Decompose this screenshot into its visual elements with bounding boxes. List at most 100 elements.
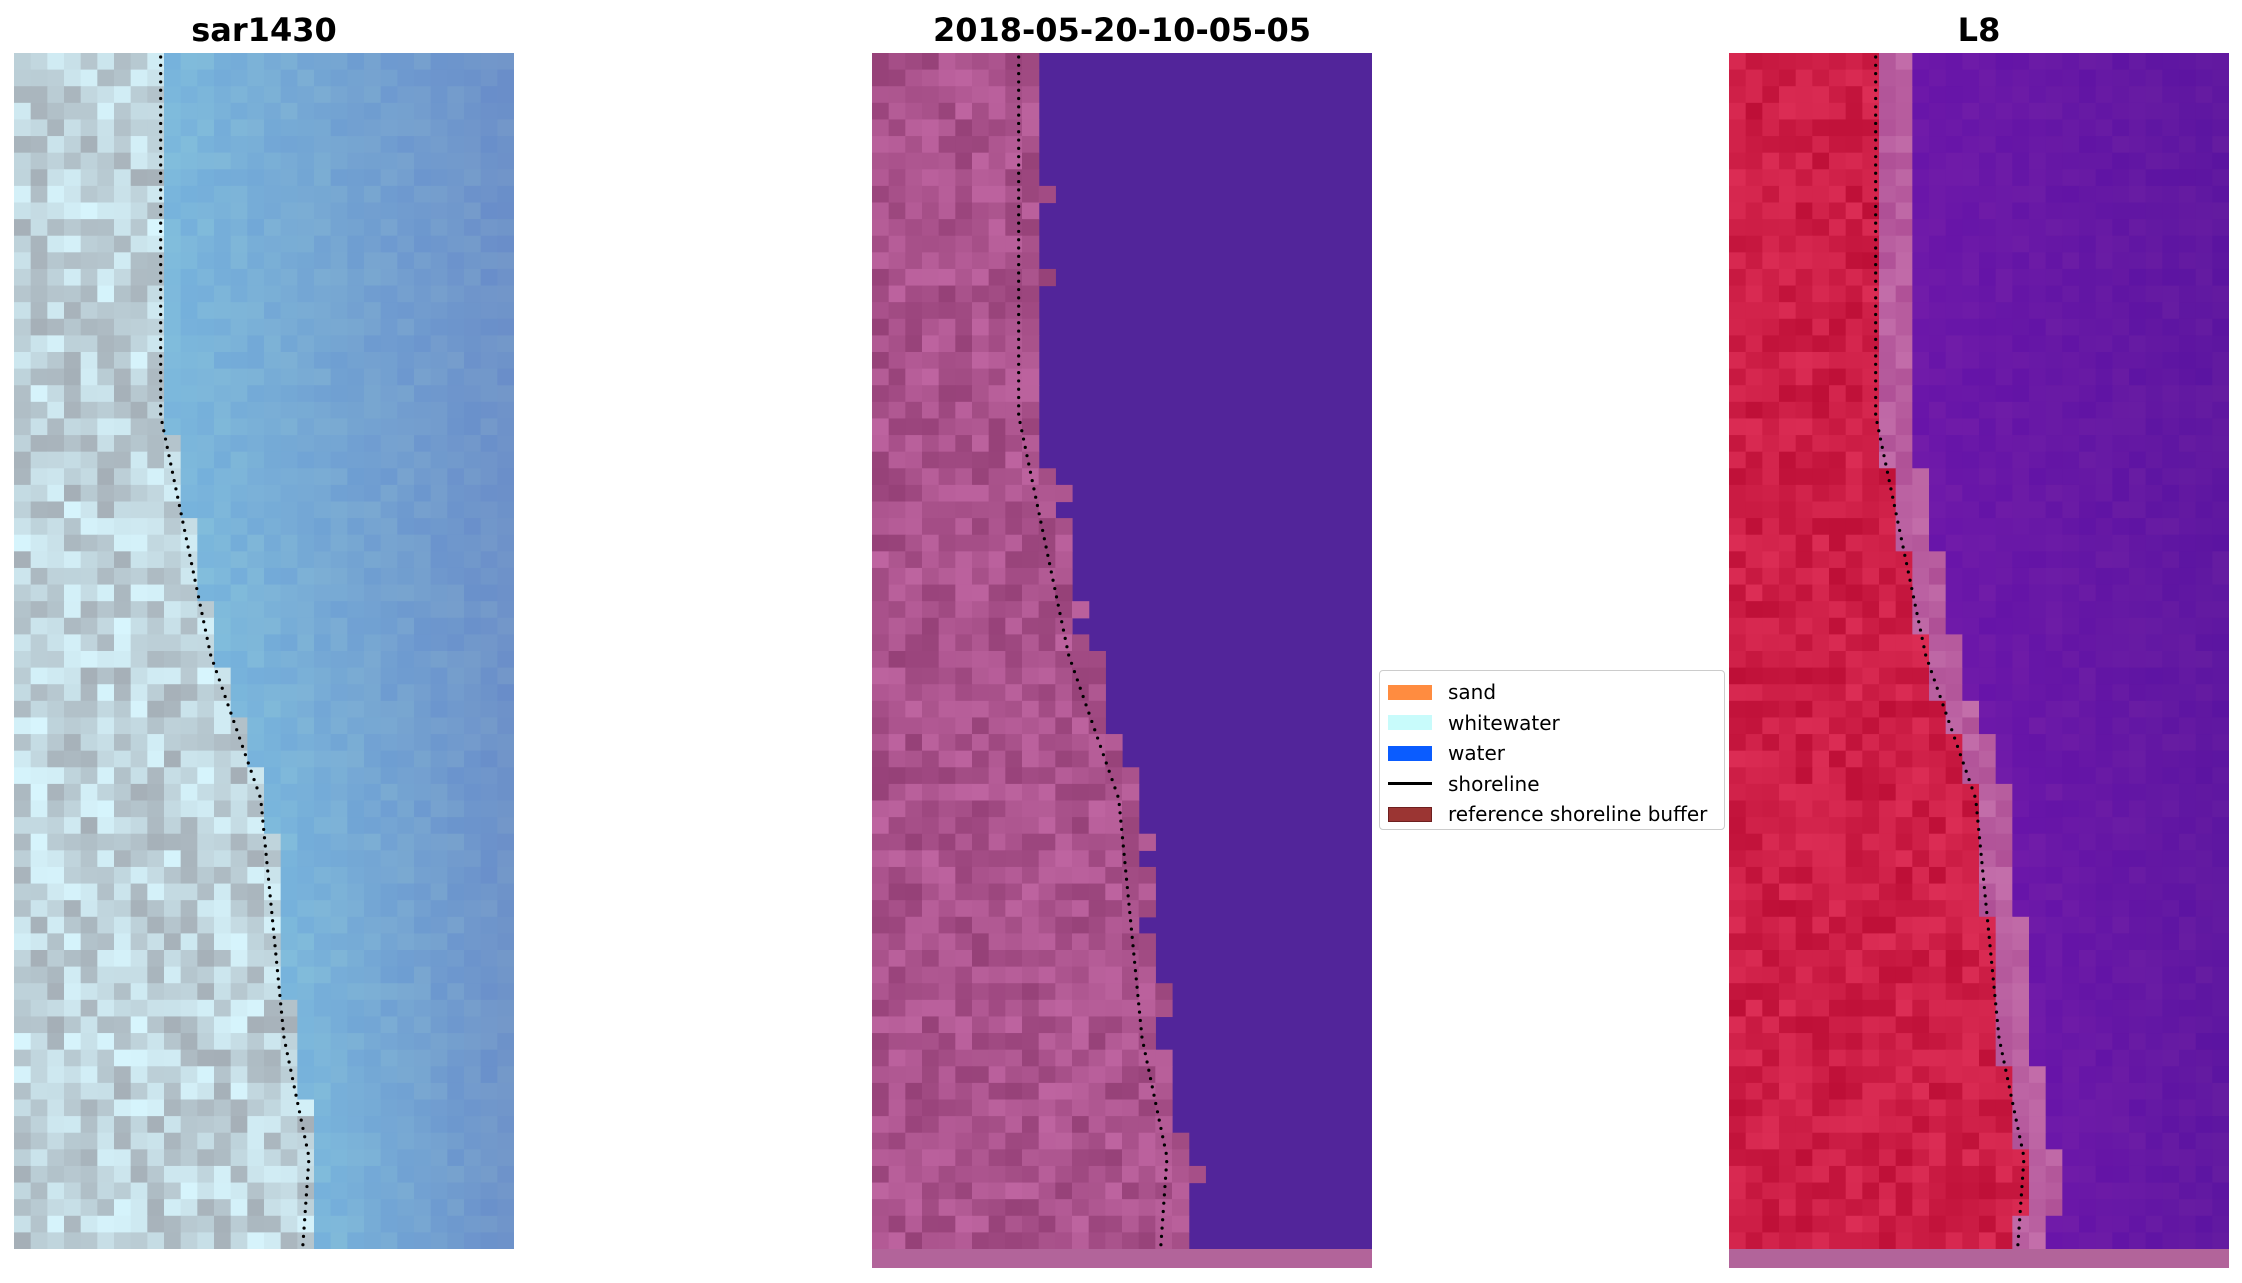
index-pixel — [1812, 169, 1830, 187]
shoreline-point — [1087, 711, 1091, 715]
pixel — [414, 136, 432, 154]
index-pixel — [1779, 551, 1797, 569]
land-pixel — [938, 999, 956, 1018]
pixel — [347, 1232, 365, 1249]
pixel — [280, 601, 298, 619]
index-pixel — [1795, 750, 1813, 768]
land-pixel — [988, 235, 1006, 253]
shoreline-point — [1132, 952, 1136, 956]
pixel — [480, 983, 498, 1001]
pixel — [264, 401, 282, 420]
index-pixel — [1879, 53, 1897, 71]
land-pixel — [938, 1066, 956, 1084]
pixel — [397, 69, 415, 87]
index-pixel — [2095, 717, 2113, 735]
land-pixel — [1105, 999, 1123, 1018]
land-pixel — [938, 335, 956, 353]
pixel — [214, 501, 232, 519]
pixel — [397, 235, 415, 253]
pixel — [197, 185, 215, 204]
index-pixel — [1929, 468, 1947, 486]
land-pixel — [888, 601, 906, 619]
land-pixel — [1088, 1182, 1106, 1200]
pixel — [80, 750, 98, 768]
pixel — [114, 1132, 132, 1150]
pixel — [430, 767, 448, 785]
pixel — [364, 617, 382, 635]
pixel — [180, 136, 198, 154]
land-pixel — [1038, 584, 1056, 602]
index-pixel — [2079, 169, 2097, 187]
pixel — [14, 185, 32, 204]
shoreline-point — [159, 404, 163, 408]
index-pixel — [2145, 534, 2163, 552]
land-pixel — [1105, 767, 1123, 785]
pixel — [414, 717, 432, 735]
land-pixel — [872, 900, 890, 918]
pixel — [230, 1049, 248, 1067]
index-pixel — [2045, 651, 2063, 669]
pixel — [80, 136, 98, 154]
shoreline-point — [1034, 495, 1038, 499]
land-pixel — [1055, 584, 1073, 602]
index-pixel — [1879, 169, 1897, 187]
index-pixel — [1862, 102, 1880, 121]
shoreline-point — [159, 279, 163, 283]
index-pixel — [2212, 119, 2229, 137]
shoreline-point — [1021, 437, 1026, 441]
index-pixel — [1862, 617, 1880, 635]
pixel — [180, 86, 198, 104]
pixel — [180, 1149, 198, 1167]
pixel — [397, 833, 415, 851]
pixel — [464, 999, 482, 1018]
pixel — [480, 69, 498, 87]
index-pixel — [1962, 136, 1980, 154]
shoreline-point — [1017, 271, 1021, 275]
pixel — [447, 567, 465, 586]
land-pixel — [1105, 866, 1123, 885]
pixel — [264, 1066, 282, 1084]
pixel — [80, 1182, 98, 1200]
pixel — [114, 152, 132, 170]
pixel — [14, 817, 32, 835]
pixel — [430, 468, 448, 486]
pixel — [214, 1149, 232, 1167]
pixel — [280, 518, 298, 536]
land-pixel — [988, 1232, 1006, 1250]
land-pixel — [905, 667, 923, 685]
land-pixel — [1038, 1082, 1056, 1101]
pixel — [147, 302, 165, 320]
index-pixel — [1879, 102, 1897, 121]
index-pixel — [2095, 401, 2113, 420]
pixel — [314, 767, 332, 785]
index-pixel — [1779, 634, 1797, 652]
pixel — [147, 667, 165, 685]
index-pixel — [2112, 567, 2130, 586]
index-pixel — [1879, 717, 1897, 735]
index-pixel — [2079, 401, 2097, 420]
index-pixel — [1929, 169, 1947, 187]
index-pixel — [2129, 136, 2147, 154]
land-pixel — [1022, 850, 1040, 868]
pixel — [414, 883, 432, 901]
pixel — [164, 252, 182, 270]
index-pixel — [1779, 435, 1797, 453]
pixel — [347, 401, 365, 420]
pixel — [314, 983, 332, 1001]
index-pixel — [2112, 352, 2130, 370]
land-pixel — [1038, 1165, 1056, 1184]
land-pixel — [922, 750, 940, 768]
index-pixel — [1762, 551, 1780, 569]
index-pixel — [2129, 717, 2147, 735]
shoreline-point — [1017, 146, 1021, 150]
index-pixel — [2062, 318, 2080, 336]
land-pixel — [1055, 684, 1073, 702]
pixel — [247, 1066, 265, 1084]
pixel — [314, 817, 332, 835]
pixel — [247, 119, 265, 137]
pixel — [80, 385, 98, 403]
pixel — [464, 219, 482, 237]
index-pixel — [2162, 69, 2180, 87]
shoreline-point — [1047, 562, 1052, 566]
pixel — [264, 1082, 282, 1101]
